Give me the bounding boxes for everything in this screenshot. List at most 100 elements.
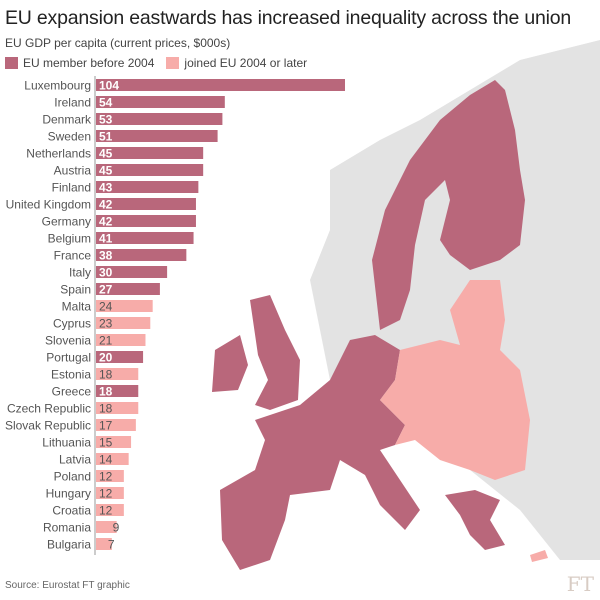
bar (95, 283, 160, 295)
bar (95, 113, 223, 125)
data-label: 45 (99, 164, 113, 178)
legend-swatch-new (166, 57, 180, 69)
category-label: Malta (62, 300, 92, 314)
bar (95, 351, 144, 363)
category-label: Lithuania (42, 436, 91, 450)
data-label: 12 (99, 487, 113, 501)
data-label: 104 (99, 79, 119, 93)
data-label: 12 (99, 470, 113, 484)
legend: EU member before 2004 joined EU 2004 or … (5, 56, 319, 70)
data-label: 21 (99, 334, 113, 348)
category-label: Poland (54, 470, 91, 484)
data-label: 24 (99, 300, 113, 314)
data-label: 14 (99, 453, 113, 467)
category-label: Croatia (52, 504, 91, 518)
map-uk-ireland (212, 295, 300, 410)
bar (95, 504, 124, 516)
category-label: Netherlands (26, 147, 91, 161)
category-label: Germany (42, 215, 91, 229)
bar (95, 436, 132, 448)
bar (95, 453, 129, 465)
bar (95, 538, 112, 550)
category-label: Belgium (48, 232, 91, 246)
bar (95, 181, 199, 193)
category-label: Denmark (42, 113, 92, 127)
bar (95, 249, 187, 261)
data-label: 18 (99, 368, 113, 382)
category-label: Slovenia (45, 334, 91, 348)
bar (95, 334, 146, 346)
data-label: 18 (99, 402, 113, 416)
bar (95, 300, 153, 312)
data-label: 23 (99, 317, 113, 331)
legend-label-new: joined EU 2004 or later (184, 56, 308, 70)
map-old-members-west (220, 335, 420, 570)
chart-subtitle: EU GDP per capita (current prices, $000s… (5, 36, 231, 50)
data-label: 38 (99, 249, 113, 263)
data-label: 7 (108, 538, 115, 552)
bar (95, 521, 117, 533)
bar (95, 385, 139, 397)
data-label: 27 (99, 283, 113, 297)
bar (95, 487, 124, 499)
bar (95, 215, 196, 227)
map-greece (445, 490, 505, 550)
ft-logo: FT (566, 572, 594, 596)
category-label: Hungary (46, 487, 91, 501)
category-label: Sweden (48, 130, 91, 144)
source-note: Source: Eurostat FT graphic (5, 580, 130, 591)
category-label: Estonia (51, 368, 91, 382)
bar (95, 368, 139, 380)
data-label: 20 (99, 351, 113, 365)
data-label: 54 (99, 96, 113, 110)
bar (95, 96, 225, 108)
data-label: 18 (99, 385, 113, 399)
data-label: 43 (99, 181, 113, 195)
data-label: 17 (99, 419, 113, 433)
data-label: 41 (99, 232, 113, 246)
bar (95, 130, 218, 142)
bar (95, 266, 168, 278)
data-label: 53 (99, 113, 113, 127)
category-label: France (54, 249, 92, 263)
legend-swatch-old (5, 57, 18, 69)
bar (95, 317, 151, 329)
category-label: Slovak Republic (5, 419, 91, 433)
category-label: Spain (60, 283, 91, 297)
data-label: 42 (99, 215, 113, 229)
bar (95, 470, 124, 482)
category-label: Ireland (54, 96, 91, 110)
category-label: United Kingdom (6, 198, 91, 212)
category-label: Czech Republic (7, 402, 91, 416)
category-label: Greece (52, 385, 92, 399)
chart-title: EU expansion eastwards has increased ine… (5, 7, 572, 29)
map-old-members-north (372, 80, 525, 330)
legend-item-new: joined EU 2004 or later (166, 56, 307, 70)
bar (95, 198, 196, 210)
bar (95, 232, 194, 244)
data-label: 12 (99, 504, 113, 518)
bar (95, 419, 136, 431)
bar (95, 164, 204, 176)
bar (95, 79, 345, 91)
data-label: 51 (99, 130, 113, 144)
category-label: Luxembourg (24, 79, 91, 93)
data-label: 42 (99, 198, 113, 212)
data-label: 9 (113, 521, 120, 535)
data-label: 45 (99, 147, 113, 161)
category-label: Romania (43, 521, 91, 535)
bar (95, 402, 139, 414)
category-label: Austria (54, 164, 92, 178)
bar (95, 147, 204, 159)
category-label: Bulgaria (47, 538, 91, 552)
legend-label-old: EU member before 2004 (23, 56, 155, 70)
category-label: Latvia (59, 453, 91, 467)
data-label: 30 (99, 266, 113, 280)
legend-item-old: EU member before 2004 (5, 56, 154, 70)
category-label: Italy (69, 266, 91, 280)
category-label: Cyprus (53, 317, 91, 331)
data-label: 15 (99, 436, 113, 450)
